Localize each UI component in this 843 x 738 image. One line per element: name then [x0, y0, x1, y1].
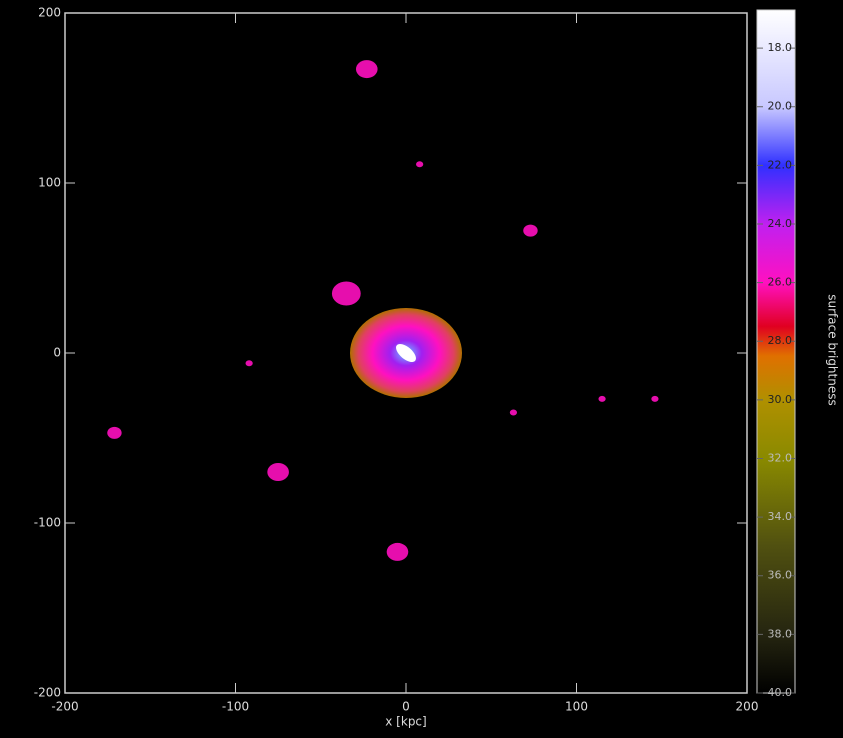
source — [510, 410, 517, 416]
source — [387, 543, 409, 561]
x-axis-label: x [kpc] — [385, 715, 426, 729]
colorbar: 18.0 20.0 22.0 24.0 26.0 28.0 30.0 32.0 34.0 36.0… — [757, 10, 795, 699]
source — [332, 282, 361, 306]
colorbar-tick-label: 26.0 — [768, 276, 793, 289]
y-tick-label: 0 — [53, 346, 61, 360]
chart: x [kpc] surface brightness -200 -100 0 100 2… — [0, 0, 843, 738]
source — [267, 463, 289, 481]
y-tick-label: 200 — [38, 6, 61, 20]
x-tick-label: -200 — [51, 700, 78, 714]
colorbar-tick-label: 34.0 — [768, 510, 793, 523]
y-tick-label: -100 — [34, 516, 61, 530]
source — [356, 60, 378, 78]
y-tick-label: -200 — [34, 686, 61, 700]
source — [598, 396, 605, 402]
colorbar-tick-label: 36.0 — [768, 569, 793, 582]
source — [246, 360, 253, 366]
y-tick-label: 100 — [38, 176, 61, 190]
source — [651, 396, 658, 402]
colorbar-tick-label: 38.0 — [768, 627, 793, 640]
colorbar-tick-label: 18.0 — [768, 41, 793, 54]
colorbar-tick-label: 20.0 — [768, 100, 793, 113]
colorbar-tick-label: 24.0 — [768, 217, 793, 230]
x-tick-label: 0 — [402, 700, 410, 714]
x-tick-label: 200 — [736, 700, 759, 714]
source — [523, 225, 537, 237]
page: {"chart_data": {"type": "image", "xlabel… — [0, 0, 843, 738]
x-tick-label: -100 — [222, 700, 249, 714]
colorbar-tick-label: 40.0 — [768, 686, 793, 699]
colorbar-tick-label: 32.0 — [768, 451, 793, 464]
x-tick-label: 100 — [565, 700, 588, 714]
source — [107, 427, 121, 439]
colorbar-tick-label: 22.0 — [768, 158, 793, 171]
source — [416, 161, 423, 167]
colorbar-label: surface brightness — [826, 294, 840, 405]
colorbar-tick-label: 30.0 — [768, 393, 793, 406]
colorbar-tick-label: 28.0 — [768, 334, 793, 347]
